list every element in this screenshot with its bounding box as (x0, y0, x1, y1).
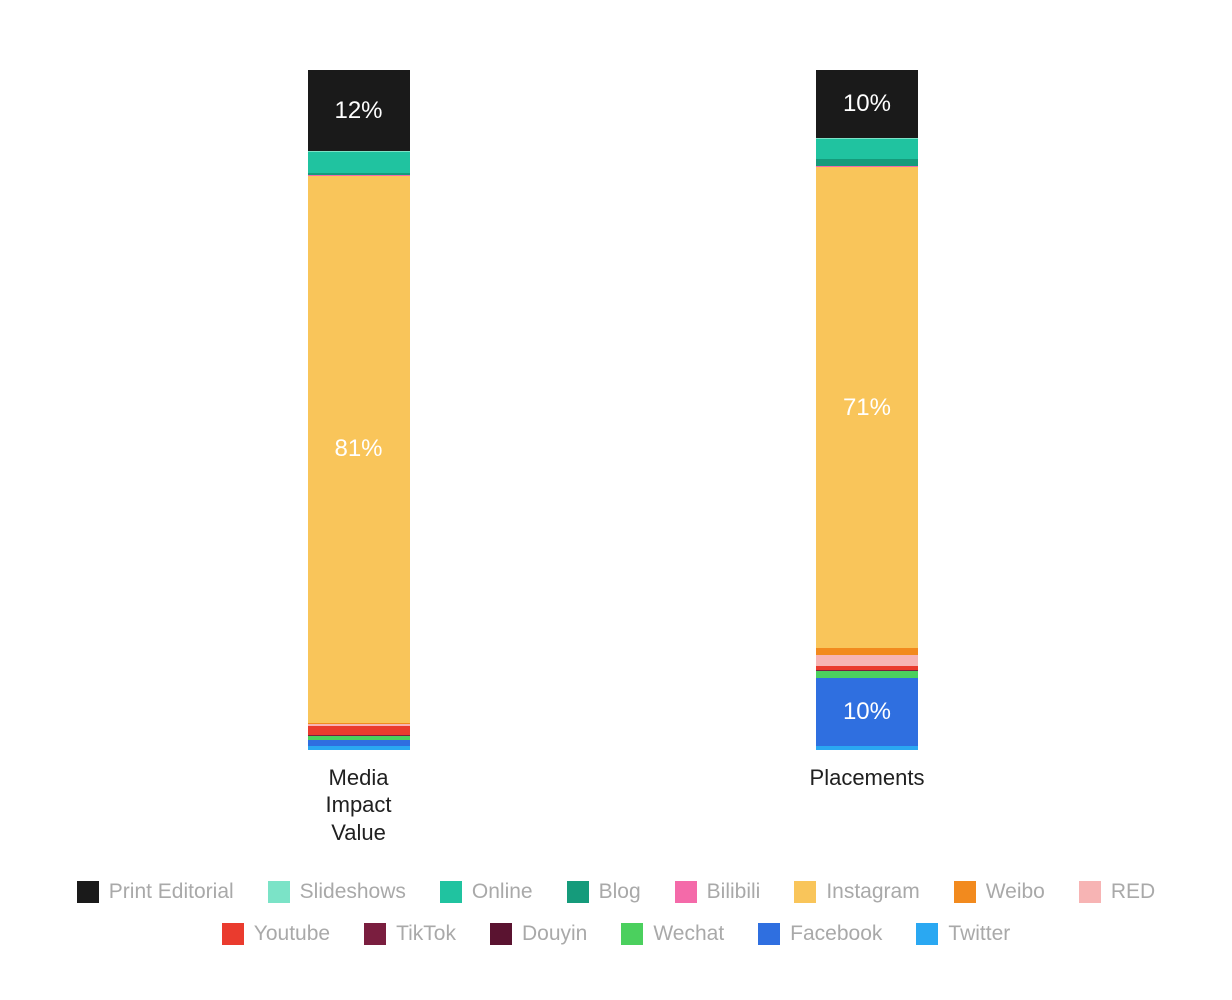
legend-item-blog: Blog (567, 880, 641, 904)
chart-legend: Print Editorial Slideshows Online Blog Bilib… (70, 880, 1162, 946)
legend-label: Bilibili (707, 880, 761, 904)
legend-label: Wechat (653, 922, 724, 946)
legend-item-bilibili: Bilibili (675, 880, 761, 904)
bar-placements: 10%71%10%Placements (810, 70, 925, 770)
segment-value-label: 71% (843, 394, 891, 422)
legend-swatch (268, 881, 290, 903)
legend-label: Twitter (948, 922, 1010, 946)
segment-value-label: 10% (843, 90, 891, 118)
legend-label: Online (472, 880, 533, 904)
legend-item-instagram: Instagram (794, 880, 919, 904)
legend-item-youtube: Youtube (222, 922, 330, 946)
legend-label: RED (1111, 880, 1155, 904)
legend-item-print_editorial: Print Editorial (77, 880, 234, 904)
segment-twitter (816, 746, 918, 750)
legend-swatch (490, 923, 512, 945)
legend-label: Instagram (826, 880, 919, 904)
segment-wechat (816, 671, 918, 678)
legend-swatch (794, 881, 816, 903)
bar-miv: 12%81%MediaImpactValue (308, 70, 410, 770)
bar-axis-label: Placements (810, 764, 925, 792)
legend-label: Slideshows (300, 880, 406, 904)
bar-axis-label: MediaImpactValue (326, 764, 392, 847)
legend-swatch (621, 923, 643, 945)
stacked-bar: 12% 81% (308, 70, 410, 750)
segment-facebook: 10% (816, 678, 918, 746)
segment-weibo (816, 648, 918, 655)
legend-item-tiktok: TikTok (364, 922, 456, 946)
legend-swatch (364, 923, 386, 945)
segment-value-label: 10% (843, 698, 891, 726)
segment-value-label: 12% (334, 97, 382, 125)
legend-item-douyin: Douyin (490, 922, 587, 946)
legend-item-twitter: Twitter (916, 922, 1010, 946)
stacked-bar-chart: 12%81%MediaImpactValue10%71%10%Placement… (0, 70, 1232, 770)
segment-twitter (308, 746, 410, 750)
legend-swatch (222, 923, 244, 945)
legend-label: TikTok (396, 922, 456, 946)
legend-label: Facebook (790, 922, 882, 946)
legend-label: Print Editorial (109, 880, 234, 904)
legend-swatch (440, 881, 462, 903)
segment-red (816, 655, 918, 666)
legend-label: Douyin (522, 922, 587, 946)
legend-label: Weibo (986, 880, 1045, 904)
segment-print_editorial: 10% (816, 70, 918, 138)
legend-swatch (567, 881, 589, 903)
segment-online (308, 152, 410, 172)
legend-label: Youtube (254, 922, 330, 946)
legend-item-weibo: Weibo (954, 880, 1045, 904)
legend-swatch (916, 923, 938, 945)
legend-label: Blog (599, 880, 641, 904)
segment-value-label: 81% (334, 435, 382, 463)
legend-swatch (77, 881, 99, 903)
segment-instagram: 81% (308, 176, 410, 723)
segment-blog (816, 159, 918, 166)
stacked-bar: 10% 71% 10% (816, 70, 918, 750)
legend-item-slideshows: Slideshows (268, 880, 406, 904)
segment-print_editorial: 12% (308, 70, 410, 151)
legend-swatch (954, 881, 976, 903)
segment-online (816, 139, 918, 159)
legend-item-wechat: Wechat (621, 922, 724, 946)
legend-item-red: RED (1079, 880, 1155, 904)
legend-swatch (758, 923, 780, 945)
legend-swatch (1079, 881, 1101, 903)
segment-youtube (308, 726, 410, 735)
legend-swatch (675, 881, 697, 903)
legend-item-online: Online (440, 880, 533, 904)
legend-item-facebook: Facebook (758, 922, 882, 946)
segment-instagram: 71% (816, 167, 918, 648)
